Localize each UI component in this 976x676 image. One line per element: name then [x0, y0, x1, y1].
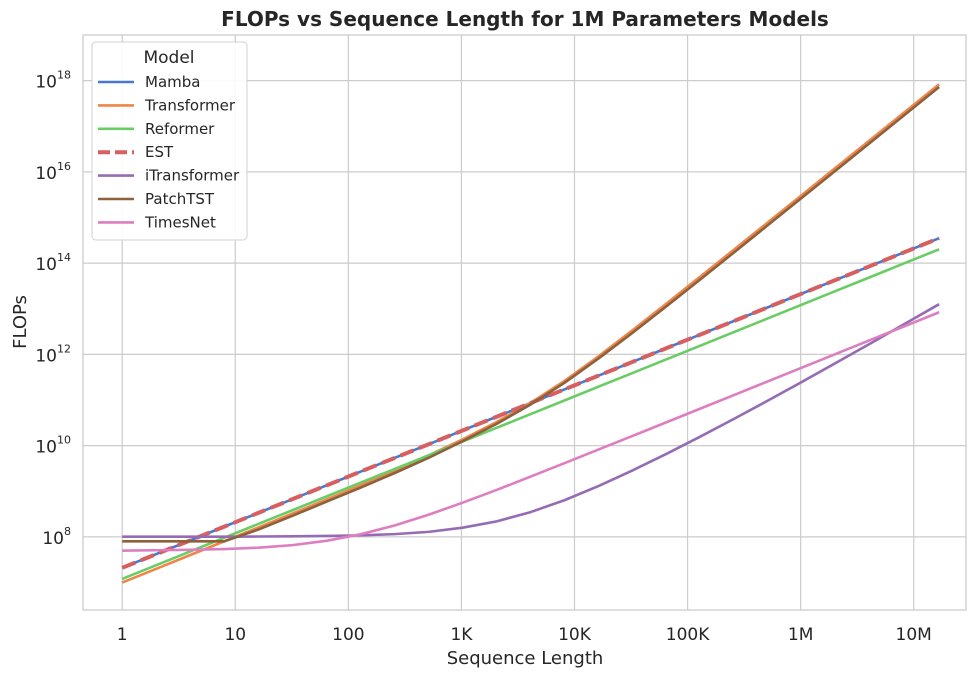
- plot-border: [82, 34, 967, 611]
- x-tick-label: 100: [332, 625, 364, 645]
- chart-title: FLOPs vs Sequence Length for 1M Paramete…: [221, 7, 829, 31]
- y-tick-label: 1016: [35, 160, 71, 184]
- y-tick-exponent: 10: [57, 434, 71, 447]
- series-line-reformer: [121, 248, 940, 581]
- x-tick-label: 10: [224, 625, 246, 645]
- series-line-timesnet: [122, 311, 940, 552]
- series-line-patchtst: [122, 86, 940, 543]
- y-axis-label: FLOPs: [10, 295, 31, 349]
- y-tick-exponent: 12: [57, 342, 71, 355]
- y-tick-base: 10: [35, 346, 57, 366]
- x-tick-label: 1M: [788, 625, 813, 645]
- legend-items: Mamba Transformer Reformer EST iTransformer P…: [98, 73, 240, 231]
- legend-label: Reformer: [145, 120, 215, 138]
- legend-box: [91, 41, 248, 241]
- legend-label: TimesNet: [144, 213, 216, 231]
- legend-label: Mamba: [145, 73, 200, 91]
- series-layer: [121, 83, 940, 584]
- y-tick-label: 108: [42, 525, 71, 549]
- x-axis-ticks: 1 10 100 1K 10K 100K 1M 10M: [117, 625, 932, 645]
- legend-title: Model: [143, 48, 194, 68]
- legend-label: Transformer: [144, 96, 236, 114]
- x-tick-label: 100K: [666, 625, 710, 645]
- x-tick-label: 10M: [896, 625, 932, 645]
- x-tick-label: 1K: [450, 625, 473, 645]
- y-tick-label: 1018: [35, 69, 71, 93]
- y-tick-base: 10: [35, 73, 57, 93]
- y-tick-exponent: 18: [57, 69, 71, 82]
- y-tick-exponent: 14: [57, 251, 71, 264]
- series-line-itransformer: [122, 303, 940, 539]
- y-tick-base: 10: [35, 438, 57, 458]
- y-tick-exponent: 8: [64, 525, 71, 538]
- x-axis-label: Sequence Length: [447, 648, 604, 669]
- legend-label: iTransformer: [145, 167, 240, 185]
- legend-label: PatchTST: [145, 190, 215, 208]
- y-tick-base: 10: [35, 255, 57, 275]
- plot-frame: [82, 34, 967, 611]
- y-tick-label: 1010: [35, 434, 71, 458]
- y-tick-base: 10: [42, 529, 64, 549]
- y-tick-exponent: 16: [57, 160, 71, 173]
- y-tick-label: 1014: [35, 251, 71, 275]
- y-tick-label: 1012: [35, 342, 71, 366]
- legend: Model Mamba Transformer Reformer EST iTransf…: [91, 41, 248, 241]
- x-tick-label: 10K: [558, 625, 592, 645]
- legend-label: EST: [145, 143, 174, 161]
- y-tick-base: 10: [35, 164, 57, 184]
- x-tick-label: 1: [117, 625, 128, 645]
